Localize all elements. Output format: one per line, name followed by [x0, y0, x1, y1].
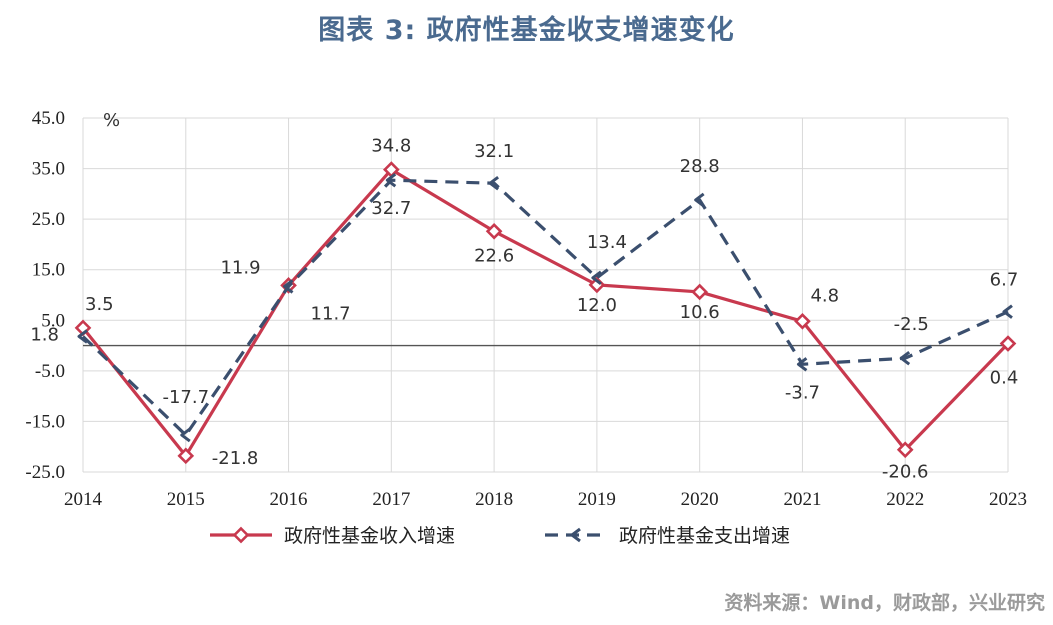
x-tick-label: 2016 [270, 489, 308, 510]
data-point-marker [999, 335, 1017, 352]
series-line-2 [81, 178, 1009, 437]
legend: 政府性基金收入增速 政府性基金支出增速 [210, 525, 790, 547]
unit-label: % [103, 110, 120, 131]
data-label: 4.8 [810, 285, 839, 306]
legend-label: 政府性基金收入增速 [284, 525, 455, 547]
x-tick-label: 2019 [578, 489, 616, 510]
y-tick-label: 45.0 [32, 108, 65, 129]
data-label: 22.6 [474, 245, 514, 266]
data-point-marker [283, 279, 294, 294]
data-point-marker [485, 222, 503, 240]
data-label: 6.7 [990, 270, 1019, 291]
data-label: -17.7 [162, 387, 209, 408]
data-point-marker [694, 192, 705, 208]
data-label: 3.5 [85, 294, 114, 315]
legend-marker [570, 527, 581, 543]
y-tick-labels: 45.0 35.0 25.0 15.0 5.0 -5.0 -15.0 -25.0 [25, 108, 65, 483]
x-tick-label: 2018 [475, 489, 513, 510]
series-line-1 [81, 167, 1010, 458]
data-labels: 3.5 -21.8 11.9 34.8 22.6 12.0 10.6 4.8 -20.6 0.4 1… [30, 136, 1018, 483]
data-label: 11.7 [311, 303, 351, 324]
data-label: -3.7 [785, 382, 820, 403]
data-point-marker [691, 283, 709, 301]
data-label: 11.9 [220, 257, 260, 278]
data-point-marker [896, 441, 914, 459]
y-tick-label: 25.0 [32, 209, 65, 230]
y-tick-label: -5.0 [35, 361, 65, 382]
x-tick-labels: 2014 2015 2016 2017 2018 2019 2020 2021 2022 2023 [64, 489, 1027, 510]
x-tick-label: 2017 [372, 489, 410, 510]
x-tick-label: 2020 [681, 489, 719, 510]
data-point-marker [1002, 304, 1013, 319]
x-tick-label: 2023 [989, 489, 1027, 510]
data-point-marker [177, 447, 195, 465]
x-tick-label: 2021 [783, 489, 821, 510]
data-label: 13.4 [587, 232, 627, 253]
x-tick-label: 2014 [64, 489, 103, 510]
data-label: 12.0 [577, 295, 617, 316]
data-point-marker [180, 427, 191, 443]
data-label: 28.8 [680, 156, 720, 177]
data-point-marker [591, 270, 602, 286]
data-label: 0.4 [990, 368, 1019, 389]
data-label: -21.8 [212, 448, 259, 469]
x-tick-label: 2015 [167, 489, 205, 510]
legend-marker [232, 526, 250, 544]
data-point-marker [77, 329, 88, 344]
data-point-marker [796, 357, 808, 372]
data-point-marker [385, 173, 397, 188]
y-tick-label: 5.0 [41, 310, 65, 331]
y-tick-label: 15.0 [32, 260, 65, 281]
data-label: 34.8 [371, 136, 411, 157]
source-note: 资料来源：Wind，财政部，兴业研究 [724, 592, 1045, 614]
data-label: 32.1 [474, 141, 514, 162]
data-label: 1.8 [30, 324, 59, 345]
x-tick-label: 2022 [886, 489, 924, 510]
data-point-marker [794, 312, 811, 330]
grid-lines [82, 117, 1009, 473]
data-label: -20.6 [882, 462, 929, 483]
data-point-marker [488, 176, 500, 191]
y-tick-label: -15.0 [25, 411, 65, 432]
chart-title: 图表 3: 政府性基金收支增速变化 [318, 15, 735, 46]
y-tick-label: -25.0 [25, 462, 65, 483]
data-label: -2.5 [894, 314, 929, 335]
data-label: 10.6 [680, 302, 720, 323]
series-layer [74, 161, 1017, 465]
data-label: 32.7 [371, 198, 411, 219]
data-point-marker [899, 351, 911, 366]
y-tick-label: 35.0 [32, 159, 65, 180]
legend-label: 政府性基金支出增速 [619, 525, 790, 547]
